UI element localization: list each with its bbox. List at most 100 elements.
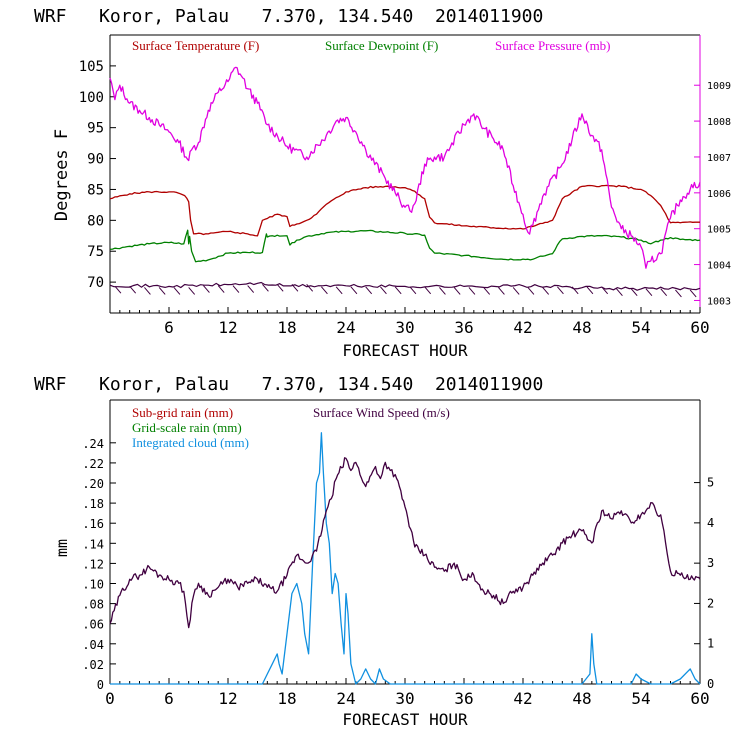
bottom-y2-tick-label: 0 bbox=[707, 677, 714, 691]
top-wind-barb bbox=[380, 286, 387, 295]
bottom-chart-title: WRF Koror, Palau 7.370, 134.540 20140119… bbox=[34, 374, 543, 395]
bottom-y-tick-label: .16 bbox=[82, 517, 104, 531]
top-wind-barb bbox=[527, 287, 535, 295]
bottom-y-tick-label: .24 bbox=[82, 437, 104, 451]
top-wind-barb bbox=[173, 287, 181, 295]
top-x-tick-label: 18 bbox=[277, 318, 296, 337]
top-wind-barb bbox=[232, 285, 240, 293]
plot-layer: 6 12 18 24 30 36 42 48 54 60707580859095100105100… bbox=[79, 34, 731, 708]
bottom-x-tick-label: 12 bbox=[218, 689, 237, 708]
top-x-tick-label: 36 bbox=[454, 318, 473, 337]
top-y-tick-label: 95 bbox=[87, 121, 104, 137]
top-wind-barb bbox=[571, 286, 579, 295]
top-legend-dewpoint: Surface Dewpoint (F) bbox=[325, 38, 438, 53]
top-legend-pressure: Surface Pressure (mb) bbox=[495, 38, 611, 53]
top-wind-barb bbox=[262, 284, 269, 292]
top-wind-barb bbox=[394, 286, 402, 295]
top-wind-barb bbox=[424, 286, 432, 295]
top-y-tick-label: 85 bbox=[87, 182, 104, 198]
top-wind-barb bbox=[365, 286, 373, 295]
bottom-legend-wind: Surface Wind Speed (m/s) bbox=[313, 405, 450, 420]
bottom-x-tick-label: 60 bbox=[690, 689, 709, 708]
bottom-y2-tick-label: 2 bbox=[707, 596, 714, 610]
bottom-y-tick-label: .20 bbox=[82, 477, 104, 491]
bottom-y2-tick-label: 3 bbox=[707, 556, 714, 570]
bottom-y-tick-label: .02 bbox=[82, 658, 104, 672]
top-x-tick-label: 24 bbox=[336, 318, 355, 337]
top-x-tick-label: 30 bbox=[395, 318, 414, 337]
top-wind-barb bbox=[675, 289, 682, 298]
bottom-x-tick-label: 0 bbox=[105, 689, 115, 708]
top-wind-barb bbox=[616, 288, 623, 296]
bottom-x-tick-label: 36 bbox=[454, 689, 473, 708]
top-wind-barb bbox=[439, 287, 446, 295]
bottom-cloud-line bbox=[110, 432, 701, 685]
top-wind-barb bbox=[689, 289, 697, 298]
top-wind-barb bbox=[129, 285, 137, 294]
bottom-x-tick-label: 18 bbox=[277, 689, 296, 708]
top-wind-barb bbox=[291, 284, 299, 292]
bottom-x-tick-label: 24 bbox=[336, 689, 355, 708]
top-chart-title: WRF Koror, Palau 7.370, 134.540 20140119… bbox=[34, 6, 543, 27]
bottom-legend-cloud: Integrated cloud (mm) bbox=[132, 435, 249, 450]
top-y-tick-label: 105 bbox=[79, 59, 104, 75]
top-wind-barb bbox=[630, 288, 638, 296]
top-wind-line bbox=[109, 281, 701, 291]
bottom-wind-speed-line bbox=[109, 457, 701, 629]
top-wind-barb bbox=[453, 287, 461, 295]
top-y-tick-label: 100 bbox=[79, 90, 104, 106]
bottom-y-tick-label: .06 bbox=[82, 618, 104, 632]
bottom-legend-gridscale: Grid-scale rain (mm) bbox=[132, 420, 242, 435]
top-wind-barb bbox=[203, 285, 210, 293]
bottom-y-tick-label: .10 bbox=[82, 578, 104, 592]
bottom-x-axis-label: FORECAST HOUR bbox=[342, 710, 468, 729]
top-wind-barb bbox=[188, 287, 196, 295]
top-wind-barb bbox=[557, 286, 564, 295]
top-wind-barb bbox=[468, 287, 476, 295]
top-x-tick-label: 48 bbox=[572, 318, 591, 337]
bottom-x-tick-label: 48 bbox=[572, 689, 591, 708]
top-wind-barb bbox=[306, 284, 314, 292]
top-y2-tick-label: 1007 bbox=[707, 153, 731, 164]
top-wind-barb bbox=[335, 286, 343, 295]
top-wind-barb bbox=[645, 288, 653, 296]
top-x-tick-label: 60 bbox=[690, 318, 709, 337]
bottom-x-tick-label: 30 bbox=[395, 689, 414, 708]
bottom-y-tick-label: .14 bbox=[82, 537, 104, 551]
bottom-y-axis-label: mm bbox=[53, 539, 71, 557]
top-temperature-line bbox=[109, 184, 701, 237]
top-x-axis-label: FORECAST HOUR bbox=[342, 341, 468, 360]
top-x-tick-label: 42 bbox=[513, 318, 532, 337]
top-y-tick-label: 80 bbox=[87, 213, 104, 229]
top-wind-barb bbox=[158, 287, 166, 295]
top-wind-barb bbox=[247, 285, 255, 293]
top-dewpoint-line bbox=[109, 229, 701, 263]
top-wind-barb bbox=[409, 286, 417, 295]
top-y2-tick-label: 1004 bbox=[707, 261, 731, 272]
bottom-y2-tick-label: 1 bbox=[707, 637, 714, 651]
top-y2-tick-label: 1009 bbox=[707, 81, 731, 92]
top-wind-barb bbox=[660, 288, 668, 296]
top-wind-barb bbox=[321, 286, 328, 295]
top-y-tick-label: 90 bbox=[87, 152, 104, 168]
top-legend-temperature: Surface Temperature (F) bbox=[132, 38, 259, 53]
bottom-y-tick-label: .08 bbox=[82, 598, 104, 612]
bottom-x-tick-label: 54 bbox=[631, 689, 650, 708]
top-y-axis-label: Degrees F bbox=[52, 129, 72, 221]
top-wind-barb bbox=[276, 284, 284, 292]
top-wind-barb bbox=[601, 286, 609, 295]
top-wind-barb bbox=[483, 287, 491, 295]
bottom-legend-subgrid: Sub-grid rain (mm) bbox=[132, 405, 233, 420]
top-x-tick-label: 54 bbox=[631, 318, 650, 337]
top-y2-tick-label: 1006 bbox=[707, 189, 731, 200]
top-y2-tick-label: 1003 bbox=[707, 296, 731, 307]
bottom-y2-tick-label: 4 bbox=[707, 516, 714, 530]
top-wind-barb bbox=[144, 287, 151, 295]
top-wind-barb bbox=[350, 286, 358, 295]
top-y2-tick-label: 1005 bbox=[707, 225, 731, 236]
top-y-tick-label: 70 bbox=[87, 275, 104, 291]
top-wind-barb bbox=[114, 285, 122, 294]
bottom-x-tick-label: 6 bbox=[164, 689, 174, 708]
bottom-x-tick-label: 42 bbox=[513, 689, 532, 708]
